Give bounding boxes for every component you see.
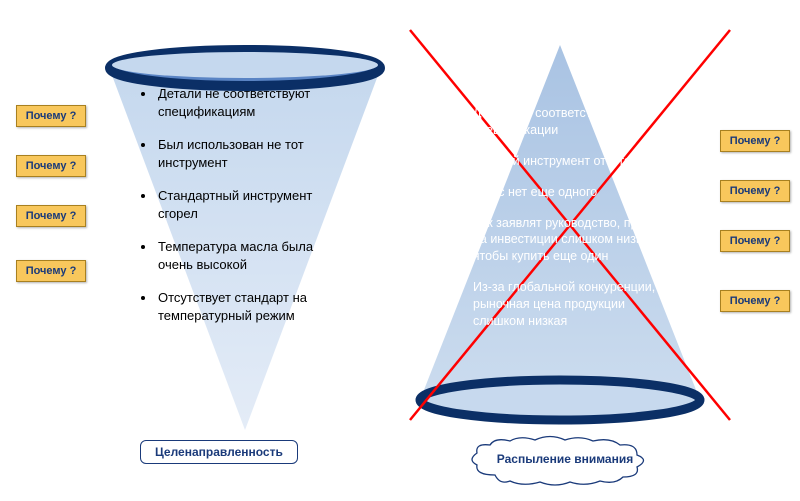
bullet-item: Стандартный инструмент сгорел <box>156 187 350 222</box>
right-bullet-list: Деталь не соответствует спецификации Нуж… <box>455 105 675 344</box>
right-panel: Деталь не соответствует спецификации Нуж… <box>400 0 800 501</box>
left-panel: Детали не соответствуют спецификациям Бы… <box>0 0 400 501</box>
bullet-item: Нужный инструмент отсутствовал <box>471 153 675 170</box>
bullet-item: Был использован не тот инструмент <box>156 136 350 171</box>
why-button[interactable]: Почему ? <box>720 230 790 252</box>
why-button[interactable]: Почему ? <box>16 260 86 282</box>
right-caption: Распыление внимания <box>490 452 640 466</box>
bullet-item: Как заявлят руководство, прибыль на инве… <box>471 215 675 266</box>
why-button[interactable]: Почему ? <box>16 205 86 227</box>
bullet-item: Деталь не соответствует спецификации <box>471 105 675 139</box>
why-button[interactable]: Почему ? <box>720 180 790 202</box>
bullet-item: Температура масла была очень высокой <box>156 238 350 273</box>
left-bullet-list: Детали не соответствуют спецификациям Бы… <box>140 85 350 340</box>
why-button[interactable]: Почему ? <box>720 290 790 312</box>
bullet-item: Из-за глобальной конкуренции, рыночная ц… <box>471 279 675 330</box>
bullet-item: У нас нет еще одного <box>471 184 675 201</box>
why-button[interactable]: Почему ? <box>16 155 86 177</box>
bullet-item: Отсутствует стандарт на температурный ре… <box>156 289 350 324</box>
why-button[interactable]: Почему ? <box>720 130 790 152</box>
bullet-item: Детали не соответствуют спецификациям <box>156 85 350 120</box>
why-button[interactable]: Почему ? <box>16 105 86 127</box>
left-caption: Целенаправленность <box>140 440 298 464</box>
